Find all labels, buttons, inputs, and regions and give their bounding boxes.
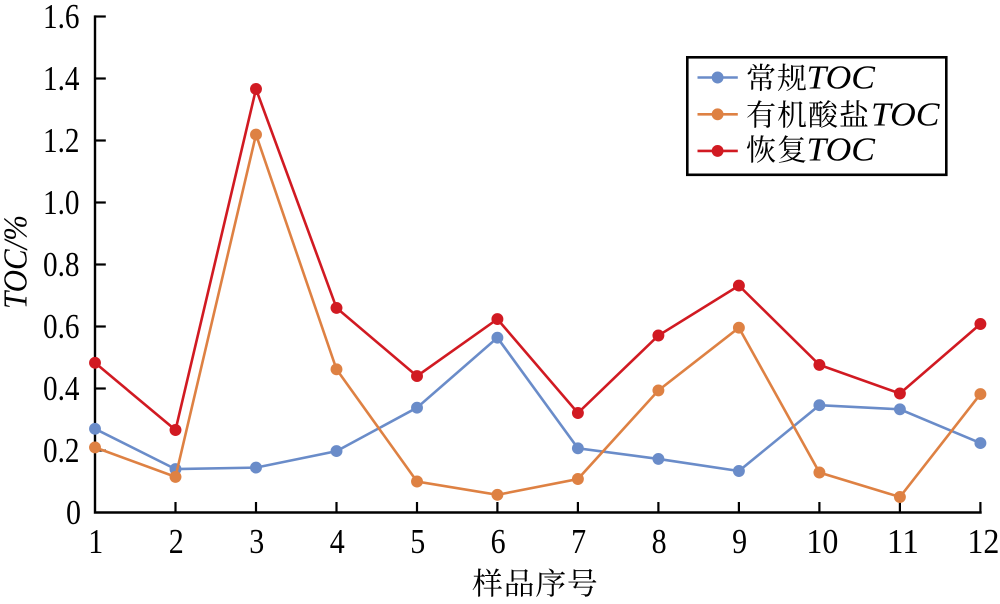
svg-text:8: 8	[652, 522, 667, 561]
svg-text:7: 7	[571, 522, 586, 561]
svg-text:0.2: 0.2	[43, 431, 80, 470]
svg-text:1: 1	[88, 522, 103, 561]
svg-text:TOC/%: TOC/%	[0, 215, 35, 309]
svg-text:4: 4	[330, 522, 345, 561]
svg-text:12: 12	[967, 522, 999, 561]
svg-text:10: 10	[806, 522, 838, 561]
svg-text:TOC: TOC	[871, 97, 940, 134]
svg-text:1.0: 1.0	[43, 183, 80, 222]
svg-text:TOC: TOC	[807, 60, 876, 97]
svg-text:1.4: 1.4	[43, 59, 80, 98]
svg-text:5: 5	[410, 522, 425, 561]
svg-text:1.2: 1.2	[43, 121, 80, 160]
svg-text:11: 11	[887, 522, 919, 561]
svg-text:6: 6	[491, 522, 506, 561]
svg-text:1.6: 1.6	[43, 0, 80, 36]
svg-text:0.8: 0.8	[43, 245, 80, 284]
svg-text:0: 0	[66, 493, 81, 532]
svg-text:9: 9	[732, 522, 747, 561]
svg-text:3: 3	[249, 522, 264, 561]
svg-text:0.4: 0.4	[43, 369, 80, 408]
svg-text:2: 2	[169, 522, 184, 561]
svg-text:0.6: 0.6	[43, 307, 80, 346]
svg-text:TOC: TOC	[807, 131, 876, 168]
